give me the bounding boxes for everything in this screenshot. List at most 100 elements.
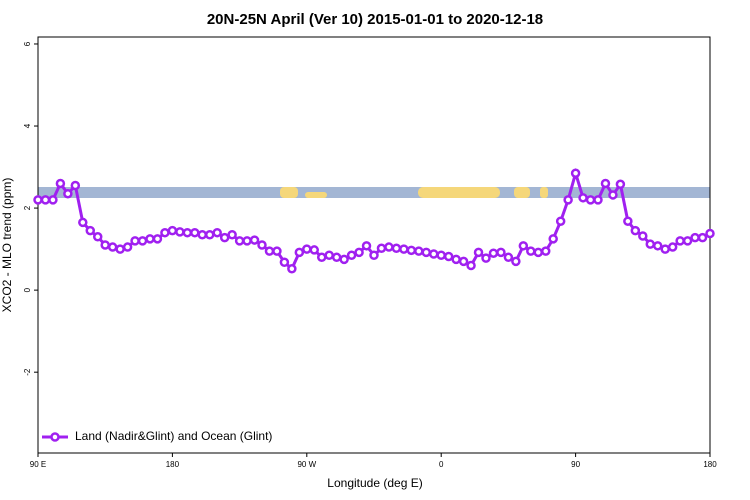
data-point <box>473 247 484 258</box>
data-point <box>645 239 656 249</box>
data-point <box>593 195 603 205</box>
data-point <box>458 256 469 267</box>
data-point <box>70 180 81 191</box>
y-tick-label: 2 <box>23 205 32 210</box>
data-point <box>697 232 708 243</box>
data-point <box>85 225 96 236</box>
data-point <box>660 244 670 254</box>
data-point <box>615 179 626 190</box>
data-point <box>264 246 275 256</box>
data-point <box>369 250 379 261</box>
land-patch <box>305 192 327 198</box>
data-point <box>533 247 544 258</box>
data-point <box>630 225 641 236</box>
data-point <box>55 178 66 189</box>
data-point <box>302 244 312 254</box>
x-axis-label: Longitude (deg E) <box>327 476 422 490</box>
data-point <box>63 188 73 199</box>
data-point <box>33 195 43 205</box>
data-point <box>115 244 125 254</box>
data-point <box>167 225 178 236</box>
data-point <box>391 243 402 254</box>
data-point <box>122 242 133 252</box>
data-point <box>294 247 305 258</box>
data-point <box>399 244 409 254</box>
land-patch <box>514 187 530 198</box>
data-point <box>511 256 521 267</box>
data-point <box>324 250 334 261</box>
data-point <box>152 234 163 244</box>
data-point <box>428 249 439 259</box>
plot-frame <box>37 36 711 454</box>
x-tick-label: 0 <box>439 460 444 469</box>
data-point <box>481 253 491 263</box>
data-point <box>443 251 454 262</box>
data-point <box>257 240 267 250</box>
map-strip <box>38 187 710 198</box>
data-point <box>182 227 193 238</box>
data-point <box>219 232 230 243</box>
data-point <box>376 243 387 254</box>
y-axis-label: XCO2 - MLO trend (ppm) <box>0 178 14 313</box>
data-point <box>466 260 476 271</box>
data-point <box>675 236 685 246</box>
y-tick-label: 6 <box>23 41 32 46</box>
data-point <box>406 245 417 256</box>
data-point <box>272 246 282 256</box>
data-point <box>361 241 372 251</box>
data-point <box>212 227 222 238</box>
data-point <box>137 236 148 246</box>
data-point <box>667 242 678 252</box>
data-point <box>548 234 558 244</box>
y-tick-label: 0 <box>23 287 32 292</box>
data-point <box>175 227 185 237</box>
data-point <box>451 254 461 265</box>
data-point <box>78 217 88 228</box>
x-tick-label: 90 E <box>30 460 46 469</box>
x-tick-label: 180 <box>166 460 180 469</box>
data-point <box>436 250 446 261</box>
data-point <box>638 231 648 241</box>
data-point <box>100 240 110 250</box>
data-point <box>690 232 700 243</box>
data-point <box>518 241 529 251</box>
y-tick-label: 4 <box>23 123 32 128</box>
chart-title: 20N-25N April (Ver 10) 2015-01-01 to 202… <box>207 11 543 28</box>
data-point <box>107 242 118 252</box>
x-tick-label: 90 <box>571 460 580 469</box>
data-point <box>563 195 573 205</box>
data-point <box>354 247 364 258</box>
data-point <box>503 252 514 263</box>
y-tick-label: -2 <box>23 368 32 376</box>
data-point <box>331 252 342 263</box>
data-point <box>48 195 58 205</box>
data-point <box>526 246 536 256</box>
data-point <box>316 252 327 263</box>
data-point <box>204 229 215 240</box>
data-point <box>608 190 618 200</box>
data-point <box>92 232 103 242</box>
data-point <box>578 193 588 203</box>
data-point <box>570 168 581 178</box>
land-patch <box>540 187 548 198</box>
data-point <box>384 242 394 252</box>
legend-label: Land (Nadir&Glint) and Ocean (Glint) <box>75 429 272 443</box>
data-point <box>623 216 633 226</box>
data-point <box>555 216 566 226</box>
legend-marker <box>50 432 60 442</box>
data-point <box>227 229 237 240</box>
data-point <box>414 246 424 256</box>
data-point <box>705 228 715 239</box>
data-point <box>540 246 551 256</box>
data-point <box>309 245 320 255</box>
data-point <box>279 257 290 267</box>
data-point <box>652 241 663 251</box>
data-point <box>190 227 200 238</box>
land-patch <box>280 187 298 198</box>
data-point <box>242 236 252 246</box>
data-point <box>346 250 357 261</box>
ocean-strip <box>38 187 710 198</box>
data-point <box>421 247 432 258</box>
data-point <box>40 195 51 205</box>
